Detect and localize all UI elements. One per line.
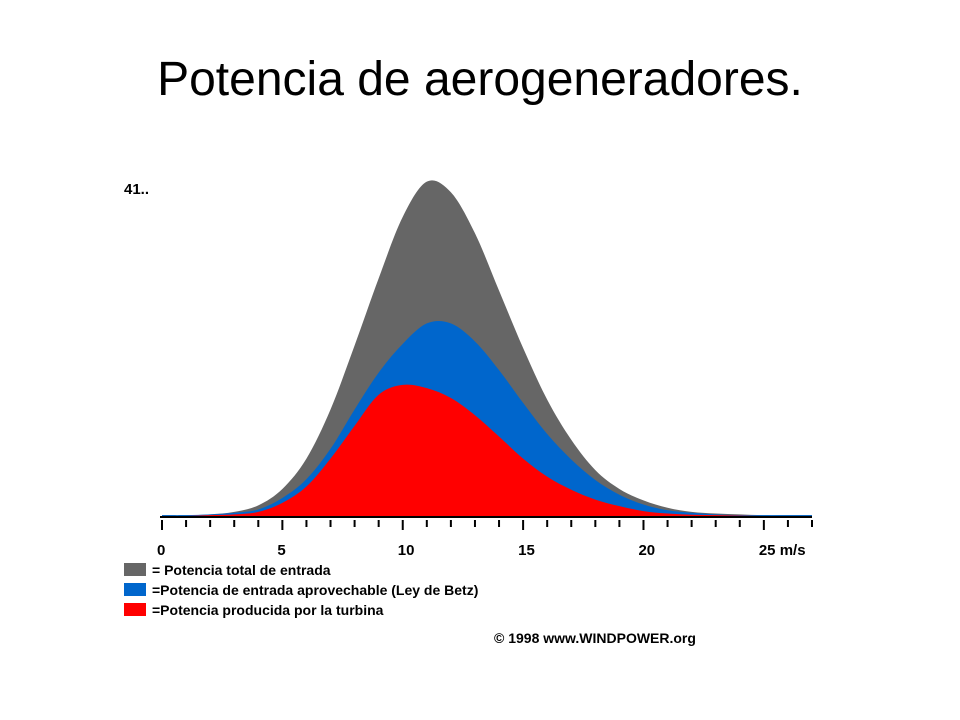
x-tick-label: 20 <box>638 542 655 559</box>
legend-swatch <box>124 583 146 596</box>
slide-title: Potencia de aerogeneradores. <box>157 53 803 106</box>
x-tick-label: 5 <box>277 542 285 559</box>
chart-legend: = Potencia total de entrada =Potencia de … <box>124 562 478 618</box>
legend-swatch <box>124 603 146 616</box>
legend-label: =Potencia de entrada aprovechable (Ley d… <box>152 582 478 598</box>
x-tick-label: 10 <box>398 542 415 559</box>
x-tick-label: 15 <box>518 542 535 559</box>
legend-label: =Potencia producida por la turbina <box>152 602 384 618</box>
copyright-text: © 1998 www.WINDPOWER.org <box>494 630 696 646</box>
chart-areas <box>162 180 812 517</box>
x-axis-ticks: 0 5 10 15 20 25 m/s <box>157 520 813 559</box>
area-series-0 <box>162 180 812 516</box>
legend-swatch <box>124 563 146 576</box>
legend-label: = Potencia total de entrada <box>152 562 331 578</box>
y-axis-top-label: 41.. <box>124 181 149 198</box>
x-tick-label: 0 <box>157 542 165 559</box>
x-tick-label: 25 m/s <box>759 542 806 559</box>
area-series-2 <box>162 384 812 517</box>
